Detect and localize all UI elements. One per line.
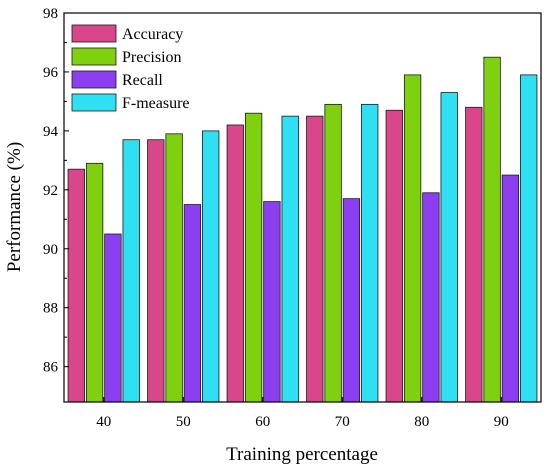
y-tick-label: 94	[43, 124, 59, 140]
legend-swatch-f-measure	[71, 93, 117, 112]
bar-f-measure-70	[361, 103, 379, 403]
bar-accuracy-60	[226, 124, 244, 403]
bar-precision-50	[165, 133, 183, 403]
bar-recall-50	[183, 204, 202, 403]
x-axis-label: Training percentage	[226, 444, 378, 465]
bar-f-measure-40	[122, 139, 140, 403]
x-tick-label: 60	[255, 414, 270, 430]
legend-label-accuracy: Accuracy	[122, 26, 183, 43]
y-axis-label: Performance (%)	[4, 142, 25, 272]
plot-frame	[63, 12, 542, 403]
x-tick-label: 50	[176, 414, 191, 430]
legend-swatch-accuracy	[71, 24, 117, 43]
x-tick-label: 70	[335, 414, 350, 430]
y-tick-label: 92	[43, 183, 58, 199]
x-tick-label: 40	[96, 414, 111, 430]
legend-label-f-measure: F-measure	[122, 95, 190, 112]
y-tick-label: 88	[43, 301, 58, 317]
bar-precision-60	[244, 112, 263, 403]
legend-label-recall: Recall	[122, 72, 163, 89]
y-tick-label: 90	[43, 242, 58, 258]
axes-layer: 86 88 90 92 94 96 98 40 50 60 70 80 90	[43, 6, 542, 430]
bar-accuracy-40	[67, 168, 85, 403]
legend: Accuracy Precision Recall F-measure	[71, 24, 190, 112]
legend-swatch-precision	[71, 47, 117, 66]
bar-accuracy-90	[465, 106, 483, 403]
bars-layer	[67, 56, 538, 403]
bar-precision-80	[403, 74, 422, 403]
bar-precision-40	[85, 162, 104, 403]
bar-precision-90	[483, 56, 501, 403]
bar-precision-70	[324, 103, 342, 403]
y-tick-label: 86	[43, 360, 59, 376]
bar-accuracy-50	[147, 139, 165, 403]
y-tick-label: 98	[43, 6, 58, 22]
x-tick-label: 80	[414, 414, 429, 430]
bar-recall-80	[422, 192, 440, 403]
bar-accuracy-80	[385, 109, 403, 403]
legend-label-precision: Precision	[122, 49, 182, 66]
bar-f-measure-80	[440, 92, 458, 403]
legend-swatch-recall	[71, 70, 117, 89]
bar-f-measure-60	[281, 115, 299, 403]
bar-recall-90	[501, 174, 520, 403]
bar-f-measure-90	[520, 74, 538, 403]
bar-f-measure-50	[202, 130, 220, 403]
x-tick-label: 90	[494, 414, 509, 430]
bar-recall-60	[263, 201, 281, 403]
bar-recall-40	[104, 233, 122, 403]
bar-accuracy-70	[306, 115, 324, 403]
bar-recall-70	[342, 198, 361, 403]
y-tick-label: 96	[43, 65, 59, 81]
